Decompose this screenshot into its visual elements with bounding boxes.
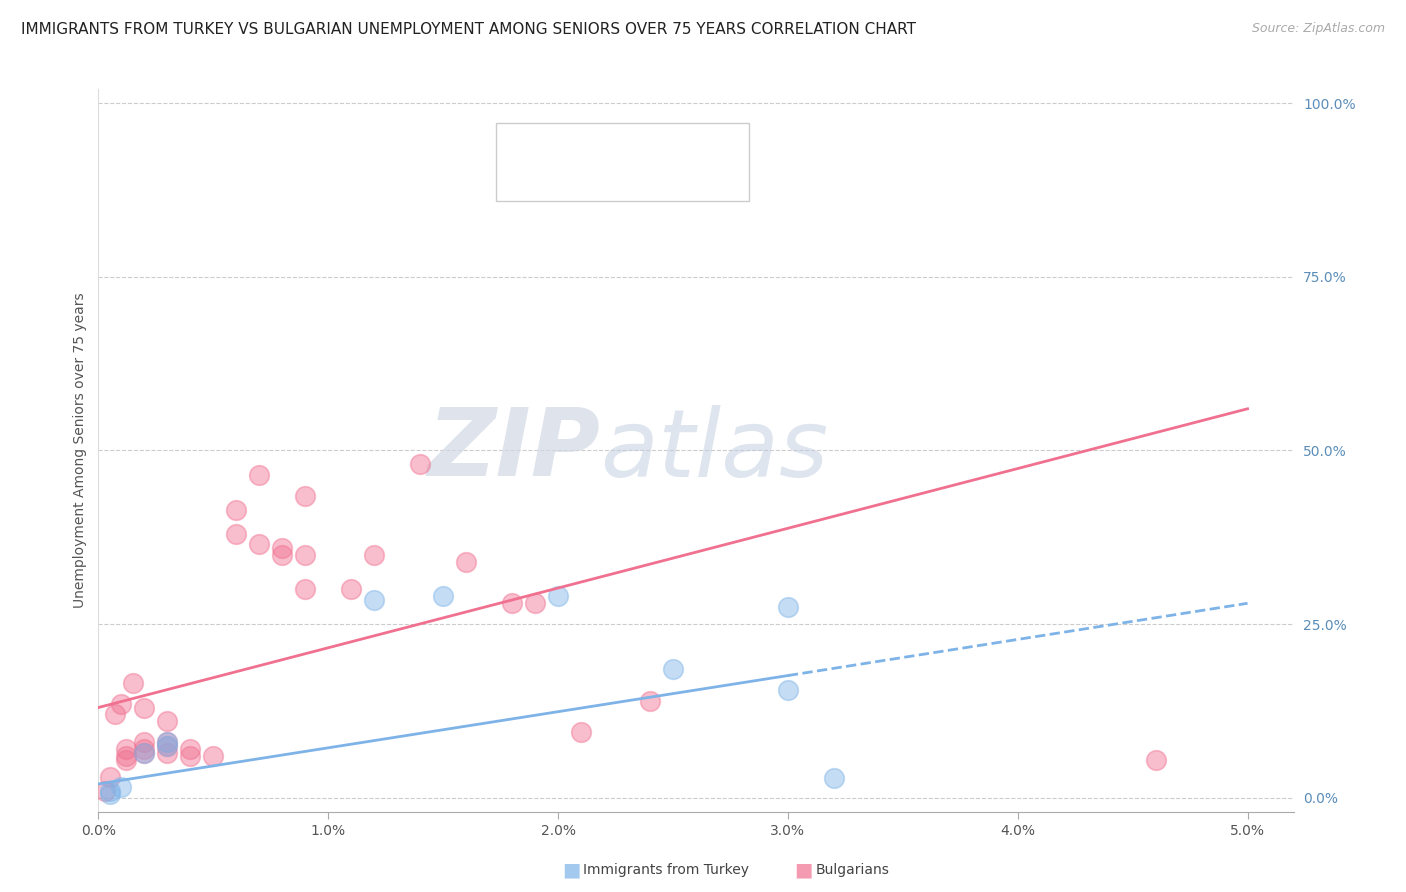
Point <box>776 599 799 614</box>
Text: Immigrants from Turkey: Immigrants from Turkey <box>583 863 749 877</box>
Point <box>156 746 179 760</box>
Point <box>363 548 385 562</box>
Text: R =: R = <box>534 170 564 184</box>
Point <box>156 735 179 749</box>
Point <box>98 788 121 802</box>
Point <box>247 467 270 482</box>
Text: Bulgarians: Bulgarians <box>815 863 890 877</box>
Text: ■: ■ <box>515 138 530 156</box>
Point <box>156 735 179 749</box>
Point <box>823 772 845 786</box>
Text: N =: N = <box>619 170 648 184</box>
Point <box>225 526 247 541</box>
Text: R =: R = <box>534 140 564 154</box>
Point <box>225 502 247 516</box>
Text: atlas: atlas <box>600 405 828 496</box>
Text: N =: N = <box>619 140 648 154</box>
Point <box>432 590 454 604</box>
Point <box>156 739 179 753</box>
Point <box>134 735 156 749</box>
Point <box>134 746 156 760</box>
Point <box>294 548 316 562</box>
Point <box>569 724 592 739</box>
Text: 0.423: 0.423 <box>571 140 614 154</box>
Text: ZIP: ZIP <box>427 404 600 497</box>
Point <box>179 749 201 764</box>
Y-axis label: Unemployment Among Seniors over 75 years: Unemployment Among Seniors over 75 years <box>73 293 87 608</box>
Point <box>110 780 132 795</box>
Point <box>271 548 294 562</box>
Point <box>179 742 201 756</box>
Text: 8: 8 <box>648 140 658 154</box>
Text: ■: ■ <box>515 168 530 186</box>
Point <box>363 592 385 607</box>
Point <box>110 697 132 711</box>
Point <box>134 742 156 756</box>
Point <box>122 676 145 690</box>
Text: ■: ■ <box>562 860 581 880</box>
Text: IMMIGRANTS FROM TURKEY VS BULGARIAN UNEMPLOYMENT AMONG SENIORS OVER 75 YEARS COR: IMMIGRANTS FROM TURKEY VS BULGARIAN UNEM… <box>21 22 917 37</box>
Point <box>501 596 523 610</box>
Point <box>456 555 478 569</box>
Point <box>776 683 799 698</box>
Point <box>409 458 432 472</box>
Point <box>524 596 547 610</box>
Point <box>294 582 316 597</box>
Point <box>547 590 569 604</box>
Text: 0.355: 0.355 <box>571 170 614 184</box>
Text: Source: ZipAtlas.com: Source: ZipAtlas.com <box>1251 22 1385 36</box>
Point <box>156 714 179 729</box>
Point <box>156 739 179 753</box>
Point <box>98 770 121 784</box>
Point <box>1144 753 1167 767</box>
Point <box>115 742 138 756</box>
Point <box>271 541 294 555</box>
Point <box>98 784 121 798</box>
Point <box>103 707 125 722</box>
Point <box>115 753 138 767</box>
Point <box>134 746 156 760</box>
Point <box>638 693 661 707</box>
Point <box>94 784 117 798</box>
Text: 37: 37 <box>648 170 668 184</box>
Point <box>294 489 316 503</box>
Point <box>134 700 156 714</box>
Point <box>340 582 363 597</box>
Point <box>202 749 225 764</box>
Text: ■: ■ <box>794 860 813 880</box>
Point <box>115 749 138 764</box>
Point <box>247 537 270 551</box>
Point <box>662 662 685 676</box>
